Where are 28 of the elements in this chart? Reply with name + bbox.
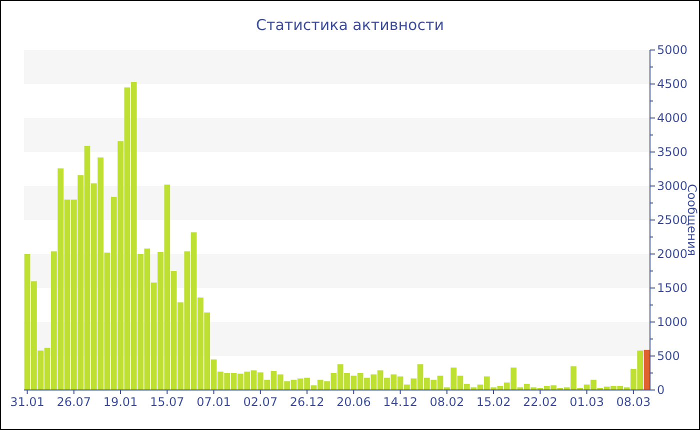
y-tick-label: 1000 [657,315,688,330]
x-tick-label: 07.01 [196,395,231,409]
y-tick-label: 1500 [657,281,688,296]
x-tick-label: 15.02 [476,395,511,409]
y-tick-label: 4000 [657,111,688,126]
chart-title: Статистика активности [256,16,444,34]
x-tick-label: 19.01 [103,395,138,409]
y-tick-label: 500 [657,349,680,364]
y-tick-label: 4500 [657,77,688,92]
x-tick-label: 31.01 [10,395,44,409]
x-tick-label: 08.02 [430,395,464,409]
x-tick-label: 26.12 [290,395,324,409]
x-tick-label: 15.07 [150,395,184,409]
y-tick-label: 0 [657,383,665,398]
y-tick-label: 2000 [657,247,688,262]
y-tick-label: 5000 [657,43,688,58]
y-tick-label: 3000 [657,179,688,194]
y-tick-label: 3500 [657,145,688,160]
x-tick-label: 26.07 [56,395,92,409]
x-tick-label: 01.03 [570,395,604,409]
y-axis-title: Сообщения [685,184,699,256]
x-tick-label: 02.07 [243,395,278,409]
bar [644,350,650,390]
x-tick-label: 20.06 [336,395,371,409]
x-tick-label: 08.03 [616,395,651,409]
x-tick-label: 22.02 [522,395,558,409]
x-tick-label: 14.12 [383,395,418,409]
y-tick-label: 2500 [657,213,688,228]
